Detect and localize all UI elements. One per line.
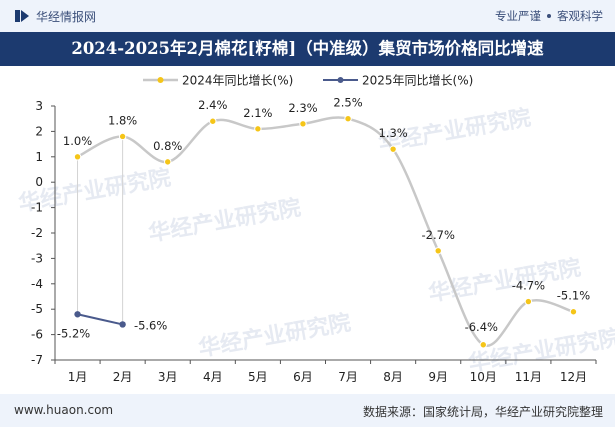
x-tick-label: 4月: [203, 370, 223, 384]
data-label-2024: 1.8%: [108, 113, 137, 127]
y-tick-label: -7: [31, 353, 43, 367]
x-tick-label: 5月: [248, 370, 268, 384]
data-label-2024: 2.4%: [198, 98, 227, 112]
data-label-2024: 0.8%: [153, 139, 182, 153]
series-2024-point: [344, 115, 352, 123]
y-tick-label: -4: [31, 277, 43, 291]
data-label-2024: 1.3%: [379, 126, 408, 140]
data-label-2024: 2.3%: [288, 101, 317, 115]
y-tick-label: -6: [31, 328, 43, 342]
brand[interactable]: 华经情报网: [14, 7, 96, 25]
tagline-first: 专业严谨: [495, 9, 541, 23]
tagline-second: 客观科学: [557, 9, 603, 23]
y-tick-label: 1: [35, 150, 43, 164]
y-tick-label: -3: [31, 251, 43, 265]
x-tick-label: 8月: [383, 370, 403, 384]
series-2024-point: [434, 247, 442, 255]
y-tick-label: -5: [31, 302, 43, 316]
brand-name: 华经情报网: [36, 9, 97, 24]
x-tick-label: 10月: [470, 370, 497, 384]
logo-icon: [15, 10, 29, 22]
y-tick-label: 0: [35, 175, 43, 189]
data-source: 数据来源：国家统计局，华经产业研究院整理: [362, 405, 603, 419]
data-label-2024: 2.5%: [333, 96, 362, 110]
y-tick-label: -1: [31, 201, 43, 215]
tagline: 专业严谨 客观科学: [495, 8, 603, 24]
data-label-2024: -2.7%: [422, 228, 455, 242]
chart-title: 2024-2025年2月棉花[籽棉]（中准级）集贸市场价格同比增速: [0, 32, 615, 66]
series-2024-point: [479, 341, 487, 349]
watermark-0: 华经产业研究院: [147, 195, 303, 247]
series-2024-point: [254, 125, 262, 133]
bullet-icon: [547, 14, 551, 18]
series-2024-point: [524, 297, 533, 306]
data-label-2024: -6.4%: [465, 320, 498, 334]
data-label-2024: 1.0%: [63, 134, 92, 148]
x-tick-label: 12月: [560, 370, 587, 384]
legend-2025-marker: [337, 77, 344, 83]
y-tick-label: 2: [35, 124, 43, 138]
data-label-2025: -5.2%: [57, 326, 90, 340]
x-tick-label: 11月: [515, 370, 542, 384]
series-2024-point: [569, 308, 578, 316]
y-tick-label: -2: [31, 226, 43, 240]
series-2024-point: [164, 158, 172, 166]
x-tick-label: 3月: [158, 370, 178, 384]
legend-2024-label: 2024年同比增长(%): [182, 74, 293, 88]
x-tick-label: 7月: [338, 370, 358, 384]
series-2024-point: [73, 153, 82, 161]
x-tick-label: 2月: [113, 370, 133, 384]
legend-2024-marker: [157, 77, 164, 83]
x-tick-label: 6月: [293, 370, 313, 384]
y-tick-label: 3: [35, 99, 43, 113]
data-label-2024: -4.7%: [512, 279, 545, 293]
site-url[interactable]: www.huaon.com: [14, 403, 114, 417]
legend-2025-label: 2025年同比增长(%): [362, 74, 473, 88]
series-2024-point: [299, 120, 307, 128]
data-label-2024: 2.1%: [243, 106, 272, 120]
top-bar: 华经情报网 专业严谨 客观科学: [0, 0, 615, 32]
data-label-2025: -5.6%: [134, 318, 167, 332]
series-2024-point: [209, 117, 217, 125]
series-2025-line: [77, 313, 123, 326]
series-2025-point: [74, 311, 81, 318]
series-2025-point: [119, 321, 126, 328]
watermark-3: 华经产业研究院: [197, 310, 353, 362]
x-tick-label: 1月: [68, 370, 88, 384]
data-label-2024: -5.1%: [557, 289, 590, 303]
series-2024-point: [118, 132, 127, 141]
footer-bar: www.huaon.com 数据来源：国家统计局，华经产业研究院整理: [0, 394, 615, 427]
series-2024-point: [389, 145, 397, 153]
x-tick-label: 9月: [428, 370, 448, 384]
